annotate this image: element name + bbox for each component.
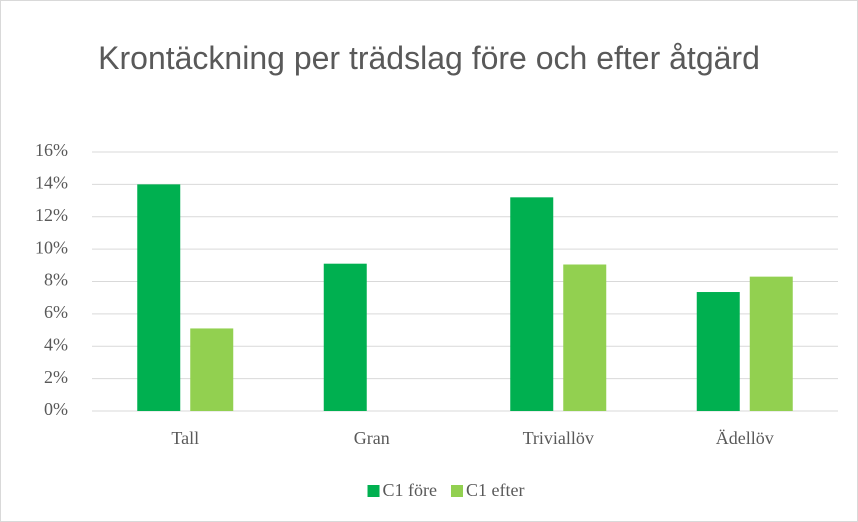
- bar: [696, 292, 740, 411]
- bar: [563, 264, 607, 411]
- y-tick-label: 16%: [35, 140, 68, 160]
- x-tick-label: Triviallöv: [523, 428, 594, 448]
- y-tick-label: 14%: [35, 173, 68, 193]
- bar: [749, 276, 793, 411]
- y-tick-label: 2%: [44, 367, 68, 387]
- x-tick-label: Gran: [354, 428, 390, 448]
- y-tick-label: 12%: [35, 205, 68, 225]
- chart-title: Krontäckning per trädslag före och efter…: [98, 40, 760, 76]
- x-tick-label: Tall: [171, 428, 199, 448]
- y-tick-label: 6%: [44, 302, 68, 322]
- legend-label: C1 före: [383, 480, 437, 500]
- legend-label: C1 efter: [466, 480, 524, 500]
- legend-swatch: [451, 485, 463, 497]
- y-tick-label: 0%: [44, 399, 68, 419]
- legend-swatch: [367, 485, 380, 497]
- bar: [323, 263, 367, 411]
- y-tick-label: 4%: [44, 334, 68, 354]
- x-tick-label: Ädellöv: [716, 428, 774, 448]
- bar: [190, 328, 234, 411]
- bar: [137, 184, 181, 411]
- y-tick-label: 10%: [35, 237, 68, 257]
- y-tick-label: 8%: [44, 270, 68, 290]
- bar: [510, 197, 554, 411]
